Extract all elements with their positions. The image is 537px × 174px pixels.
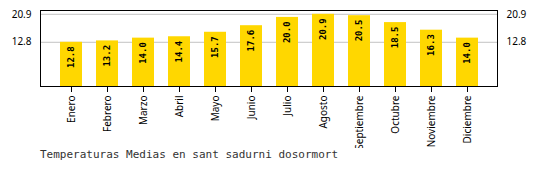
svg-text:Noviembre: Noviembre [424, 95, 438, 147]
svg-text:Junio: Junio [244, 96, 258, 121]
svg-text:14.0: 14.0 [462, 42, 472, 64]
svg-text:Febrero: Febrero [100, 96, 114, 133]
svg-text:Julio: Julio [280, 96, 294, 117]
svg-text:12.8: 12.8 [507, 34, 527, 48]
svg-text:15.7: 15.7 [210, 36, 220, 58]
svg-text:Abril: Abril [172, 96, 186, 118]
svg-text:14.0: 14.0 [138, 42, 148, 64]
svg-text:Septiembre: Septiembre [352, 95, 366, 148]
html-text:Temperaturas Medias en sant sa: Temperaturas Medias en sant sadurni doso… [40, 148, 338, 161]
svg-text:18.5: 18.5 [390, 27, 400, 49]
svg-text:12.8: 12.8 [12, 34, 32, 48]
svg-text:14.4: 14.4 [174, 40, 184, 62]
svg-text:Diciembre: Diciembre [460, 95, 474, 143]
svg-text:Octubre: Octubre [388, 95, 402, 133]
svg-text:Enero: Enero [64, 96, 78, 123]
svg-text:20.9: 20.9 [12, 7, 32, 21]
svg-text:16.3: 16.3 [426, 34, 436, 56]
svg-text:Mayo: Mayo [208, 96, 222, 122]
svg-text:13.2: 13.2 [102, 45, 112, 67]
svg-text:20.5: 20.5 [354, 20, 364, 42]
svg-text:Marzo: Marzo [136, 96, 150, 126]
svg-text:20.9: 20.9 [318, 18, 328, 40]
svg-text:20.9: 20.9 [507, 7, 527, 21]
svg-text:17.6: 17.6 [246, 30, 256, 52]
svg-text:12.8: 12.8 [66, 46, 76, 68]
svg-text:Agosto: Agosto [316, 96, 330, 129]
svg-text:20.0: 20.0 [282, 21, 292, 43]
